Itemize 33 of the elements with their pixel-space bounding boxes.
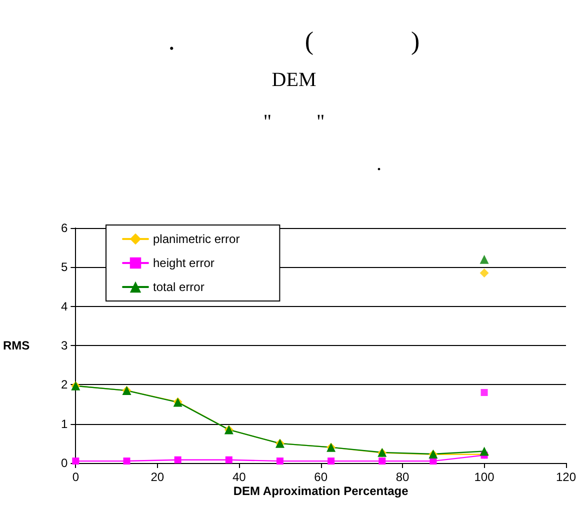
point — [328, 458, 335, 465]
text: " " — [263, 111, 325, 133]
x-tick-label: 120 — [556, 470, 576, 484]
point — [480, 268, 489, 278]
x-tick-label: 0 — [72, 470, 80, 484]
y-tick-label: 2 — [60, 378, 68, 392]
x-tick-label: 60 — [314, 470, 328, 484]
legend-label: height error — [153, 256, 214, 270]
point — [174, 456, 182, 464]
point — [276, 458, 284, 465]
y-tick-label: 5 — [60, 260, 68, 274]
text: . ( ) — [168, 26, 420, 56]
point — [378, 458, 386, 465]
point — [480, 446, 489, 456]
text: . — [206, 153, 382, 175]
legend-label: total error — [153, 280, 204, 294]
x-axis-title: DEM Aproximation Percentage — [233, 484, 409, 498]
y-axis-title: RMS — [2, 338, 30, 352]
x-tick-label: 100 — [474, 470, 495, 484]
x-tick-label: 20 — [150, 470, 164, 484]
y-tick-label: 4 — [60, 299, 68, 314]
legend-label: planimetric error — [153, 232, 240, 246]
x-tick-label: 80 — [396, 470, 410, 484]
x-tick-label: 40 — [232, 470, 246, 484]
y-tick-label: 3 — [60, 338, 68, 352]
point — [480, 389, 488, 396]
y-tick-label: 6 — [60, 221, 68, 235]
point — [225, 456, 232, 464]
y-tick-label: 1 — [60, 416, 68, 431]
point — [123, 458, 130, 465]
text: DEM — [272, 69, 316, 91]
y-tick-label: 0 — [60, 456, 68, 470]
point — [480, 254, 489, 264]
